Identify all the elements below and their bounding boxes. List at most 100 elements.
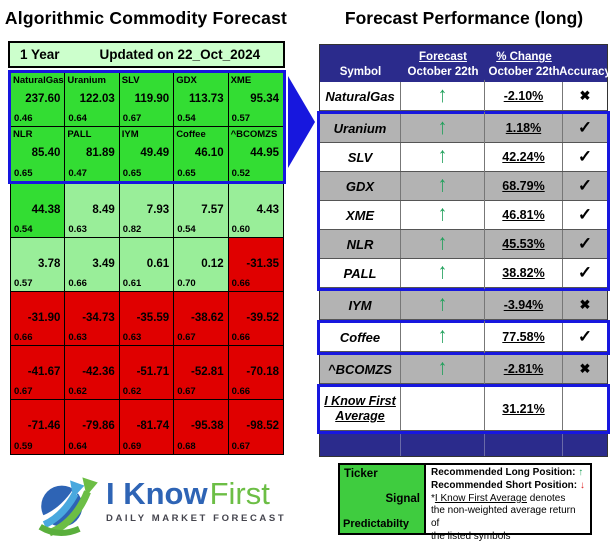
perf-symbol: NaturalGas <box>320 82 401 110</box>
cell-signal: 0.12 <box>201 257 224 270</box>
legend-description: Recommended Long Position: ↑ Recommended… <box>426 465 590 542</box>
cell-signal: -71.46 <box>27 420 61 433</box>
forecast-up-arrow-icon: ↑ <box>401 140 485 174</box>
cell-predictability: 0.57 <box>231 113 251 124</box>
legend-signal-label: Signal <box>385 493 420 505</box>
cell-predictability: 0.67 <box>122 113 142 124</box>
cell-predictability: 0.67 <box>177 332 196 343</box>
cell-signal: 3.78 <box>38 257 61 270</box>
perf-row-average: I Know First Average 31.21% <box>320 387 607 431</box>
logo-iknow: I Know <box>106 476 208 511</box>
heatmap-bottom-rows: 44.38 0.54 8.49 0.63 7.93 0.82 7.57 0.54 4.43 0.6… <box>10 184 284 455</box>
perf-symbol: XME <box>320 201 401 229</box>
accuracy-x-icon: ✖ <box>579 361 591 376</box>
legend-note-prefix: * <box>431 492 435 504</box>
heatmap-cell: 0.61 0.61 <box>119 238 175 292</box>
header-symbol-label: Symbol <box>339 65 382 78</box>
perf-row-IYM: IYM ↑ -3.94% ✖ <box>320 288 607 322</box>
forecast-up-arrow-icon: ↑ <box>401 256 485 290</box>
heatmap-cell-NLR: NLR 85.40 0.65 <box>11 127 66 181</box>
perf-change: 38.82% <box>485 259 563 287</box>
cell-signal: 119.90 <box>134 92 170 105</box>
cell-signal: 113.73 <box>189 92 224 105</box>
cell-signal: -31.90 <box>27 311 61 324</box>
average-label-line2: Average <box>335 408 385 423</box>
heatmap-cell-XME: XME 95.34 0.57 <box>228 73 283 127</box>
legend-note-line2: the non-weighted average return of <box>431 505 576 530</box>
average-label: I Know First Average <box>320 387 401 430</box>
perf-symbol: Coffee <box>320 323 401 351</box>
legend-cell-structure: Ticker Signal Predictabilty <box>340 465 426 533</box>
cell-signal: 44.38 <box>31 203 61 216</box>
iknowfirst-logo: I KnowFirst DAILY MARKET FORECAST <box>36 462 296 540</box>
average-label-line1: I Know First <box>324 393 396 408</box>
highlight-box-coffee: Coffee ↑ 77.58% ✓ <box>317 320 610 355</box>
perf-change: -3.94% <box>485 291 563 319</box>
cell-signal: 46.10 <box>194 147 224 160</box>
cell-predictability: 0.67 <box>231 441 251 452</box>
accuracy-check-icon: ✓ <box>577 327 593 346</box>
header-symbol: Symbol <box>320 45 401 82</box>
cell-ticker: Coffee <box>176 129 206 140</box>
heatmap-cell-PALL: PALL 81.89 0.47 <box>65 127 120 181</box>
perf-change: 42.24% <box>485 143 563 171</box>
perf-symbol: Uranium <box>320 114 401 142</box>
cell-signal: -70.18 <box>246 365 279 378</box>
heatmap-cell: 0.12 0.70 <box>174 238 229 292</box>
header-forecast: Forecast October 22th <box>401 45 485 82</box>
forecast-up-arrow-icon: ↑ <box>401 111 485 145</box>
cell-predictability: 0.61 <box>122 278 142 289</box>
accuracy-check-icon: ✓ <box>577 234 593 253</box>
cell-signal: 44.95 <box>250 147 279 160</box>
commodity-heatmap: NaturalGas 237.60 0.46 Uranium 122.03 0.64 SLV… <box>8 70 286 455</box>
average-forecast-cell <box>401 387 485 430</box>
cell-signal: 0.61 <box>146 257 170 270</box>
right-panel-title: Forecast Performance (long) <box>344 8 584 28</box>
cell-signal: -39.52 <box>246 311 279 324</box>
cell-predictability: 0.59 <box>14 441 33 452</box>
cell-predictability: 0.46 <box>14 113 33 124</box>
cell-predictability: 0.63 <box>68 332 87 343</box>
cell-predictability: 0.69 <box>122 441 142 452</box>
perf-change: -2.81% <box>485 355 563 383</box>
cell-signal: 8.49 <box>92 203 115 216</box>
period-label: 1 Year <box>20 47 60 62</box>
heatmap-cell: 7.93 0.82 <box>119 184 175 238</box>
table-footer-bar <box>320 434 607 456</box>
short-down-arrow-icon: ↓ <box>579 479 585 491</box>
heatmap-cell: -38.62 0.67 <box>174 292 229 346</box>
cell-predictability: 0.62 <box>68 386 87 397</box>
cell-ticker: SLV <box>121 75 140 86</box>
perf-change: 77.58% <box>485 323 563 351</box>
cell-ticker: PALL <box>67 129 92 140</box>
cell-signal: -95.38 <box>190 420 224 433</box>
average-highlight-box: I Know First Average 31.21% <box>317 384 610 434</box>
heatmap-cell-Coffee: Coffee 46.10 0.65 <box>174 127 229 181</box>
cell-signal: -79.86 <box>82 420 115 433</box>
cell-signal: 7.57 <box>201 203 224 216</box>
cell-predictability: 0.54 <box>177 224 196 235</box>
header-accuracy-label: Accuracy <box>559 65 611 78</box>
perf-row-PALL: PALL ↑ 38.82% ✓ <box>320 256 607 290</box>
header-change-label: % Change <box>496 51 552 64</box>
accuracy-check-icon: ✓ <box>577 263 593 282</box>
heatmap-cell-GDX: GDX 113.73 0.54 <box>174 73 229 127</box>
header-forecast-label: Forecast <box>419 51 467 64</box>
header-accuracy: Accuracy <box>559 45 611 82</box>
heatmap-cell: -34.73 0.63 <box>65 292 120 346</box>
heatmap-cell: -71.46 0.59 <box>11 400 66 454</box>
perf-symbol: PALL <box>320 259 401 287</box>
perf-row-^BCOMZS: ^BCOMZS ↑ -2.81% ✖ <box>320 352 607 386</box>
cell-predictability: 0.65 <box>14 168 33 179</box>
logo-first: First <box>209 476 270 511</box>
perf-row-Coffee: Coffee ↑ 77.58% ✓ <box>320 320 607 354</box>
flow-arrow-icon <box>288 76 315 168</box>
accuracy-x-icon: ✖ <box>579 297 591 312</box>
heatmap-cell: -70.18 0.66 <box>228 346 283 400</box>
heatmap-cell: 3.49 0.66 <box>65 238 120 292</box>
perf-symbol: IYM <box>320 291 401 319</box>
accuracy-x-icon: ✖ <box>579 88 591 103</box>
cell-ticker: Uranium <box>67 75 106 86</box>
heatmap-cell: -35.59 0.63 <box>119 292 175 346</box>
cell-predictability: 0.65 <box>177 168 196 179</box>
